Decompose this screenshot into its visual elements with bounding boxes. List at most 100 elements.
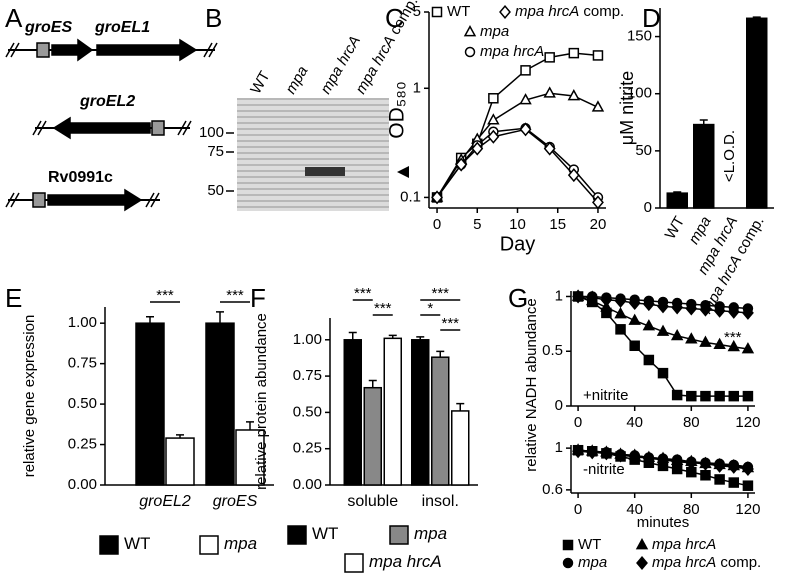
data-point — [741, 342, 755, 354]
legend-label: mpa hrcA — [369, 552, 442, 571]
x-tick-label: 120 — [735, 414, 760, 431]
y-tick-label: 1 — [413, 79, 421, 96]
y-axis-label: OD₅₈₀ — [386, 81, 409, 138]
data-point — [727, 304, 740, 319]
data-point — [671, 454, 684, 469]
y-tick-label: 0.50 — [68, 395, 97, 412]
bar — [746, 17, 768, 209]
data-point — [487, 113, 500, 125]
data-point — [614, 293, 627, 308]
gel-band — [305, 167, 345, 176]
data-point — [642, 451, 655, 466]
x-tick-label: 5 — [473, 216, 481, 233]
data-point — [591, 100, 605, 112]
y-tick-label: 150 — [627, 28, 652, 45]
data-point — [713, 458, 726, 473]
y-tick-label: 100 — [627, 85, 652, 102]
data-point — [657, 452, 669, 467]
size-marker-dash — [226, 132, 234, 192]
bar — [666, 192, 688, 209]
y-tick-label: 0.50 — [293, 403, 322, 420]
legend-swatch — [99, 535, 119, 555]
data-point — [657, 299, 669, 314]
gel — [237, 98, 389, 211]
data-point — [488, 93, 499, 104]
data-point — [471, 141, 484, 156]
significance-label: * — [427, 300, 433, 317]
data-point — [544, 52, 555, 63]
error-bar — [699, 119, 708, 125]
data-point — [741, 305, 754, 320]
gene-diagram — [5, 38, 218, 212]
legend-label: mpa — [224, 534, 257, 553]
x-tick-label: WT — [662, 213, 688, 242]
data-point — [628, 296, 641, 311]
legend-label: WT — [578, 536, 601, 553]
data-point — [728, 390, 740, 402]
data-point — [592, 50, 604, 61]
data-point — [642, 297, 655, 312]
error-bar — [388, 334, 397, 339]
legend-label: mpa hrcA — [480, 43, 544, 60]
panel-letter: F — [250, 283, 266, 313]
x-tick-label: 20 — [590, 216, 607, 233]
y-tick-label: 0.25 — [293, 440, 322, 457]
value-label: <L.O.D. — [721, 130, 738, 182]
data-point — [543, 86, 556, 98]
data-point — [600, 446, 613, 461]
data-point — [742, 390, 754, 402]
x-tick-label: 10 — [509, 216, 526, 233]
significance-label: *** — [441, 315, 459, 332]
x-tick-label: 120 — [735, 501, 760, 518]
gene-label: groES — [24, 19, 72, 36]
data-point — [455, 157, 468, 172]
bar — [383, 337, 402, 486]
legend-swatch — [344, 553, 364, 573]
legend-label: WT — [447, 3, 470, 20]
data-point — [568, 47, 580, 59]
data-point — [572, 289, 585, 304]
y-axis-label: relative gene expression — [21, 315, 38, 478]
legend-label: mpa hrcA comp. — [652, 554, 761, 571]
y-tick-label: 0.00 — [68, 476, 97, 493]
data-point — [543, 141, 556, 156]
y-tick-label: 1.00 — [293, 331, 322, 348]
data-point — [520, 65, 531, 76]
data-point — [431, 190, 443, 205]
legend-marker — [499, 4, 511, 20]
annotation: -nitrite — [583, 461, 625, 478]
data-point — [615, 324, 626, 335]
legend-label: WT — [124, 534, 150, 553]
gene-label: groEL1 — [94, 19, 150, 36]
data-point — [656, 324, 670, 336]
data-point — [699, 335, 712, 347]
data-point — [657, 367, 669, 379]
y-tick-label: 5 — [413, 3, 421, 20]
bar — [205, 322, 235, 486]
annotation: +nitrite — [583, 387, 628, 404]
legend-marker — [636, 555, 648, 571]
legend-swatch — [199, 535, 219, 555]
y-axis-label: relative NADH abundance — [523, 298, 540, 471]
data-point — [700, 470, 711, 481]
x-tick-label: 0 — [574, 414, 582, 431]
data-point — [628, 313, 641, 325]
data-point — [643, 354, 655, 366]
error-bar — [246, 421, 254, 430]
data-point — [600, 292, 613, 307]
data-point — [592, 195, 604, 210]
bar — [165, 437, 195, 486]
data-point — [685, 301, 698, 316]
annotation: *** — [724, 329, 742, 346]
bar — [693, 123, 715, 209]
y-tick-label: 0.25 — [68, 436, 97, 453]
size-marker: 50 — [207, 182, 224, 199]
data-point — [572, 444, 585, 459]
significance-label: *** — [226, 287, 244, 304]
legend-marker — [464, 46, 476, 58]
significance-label: *** — [156, 287, 174, 304]
x-tick-label: 0 — [433, 216, 441, 233]
size-marker: 100 — [199, 124, 224, 141]
legend-swatch — [287, 525, 307, 545]
bar — [431, 356, 450, 486]
